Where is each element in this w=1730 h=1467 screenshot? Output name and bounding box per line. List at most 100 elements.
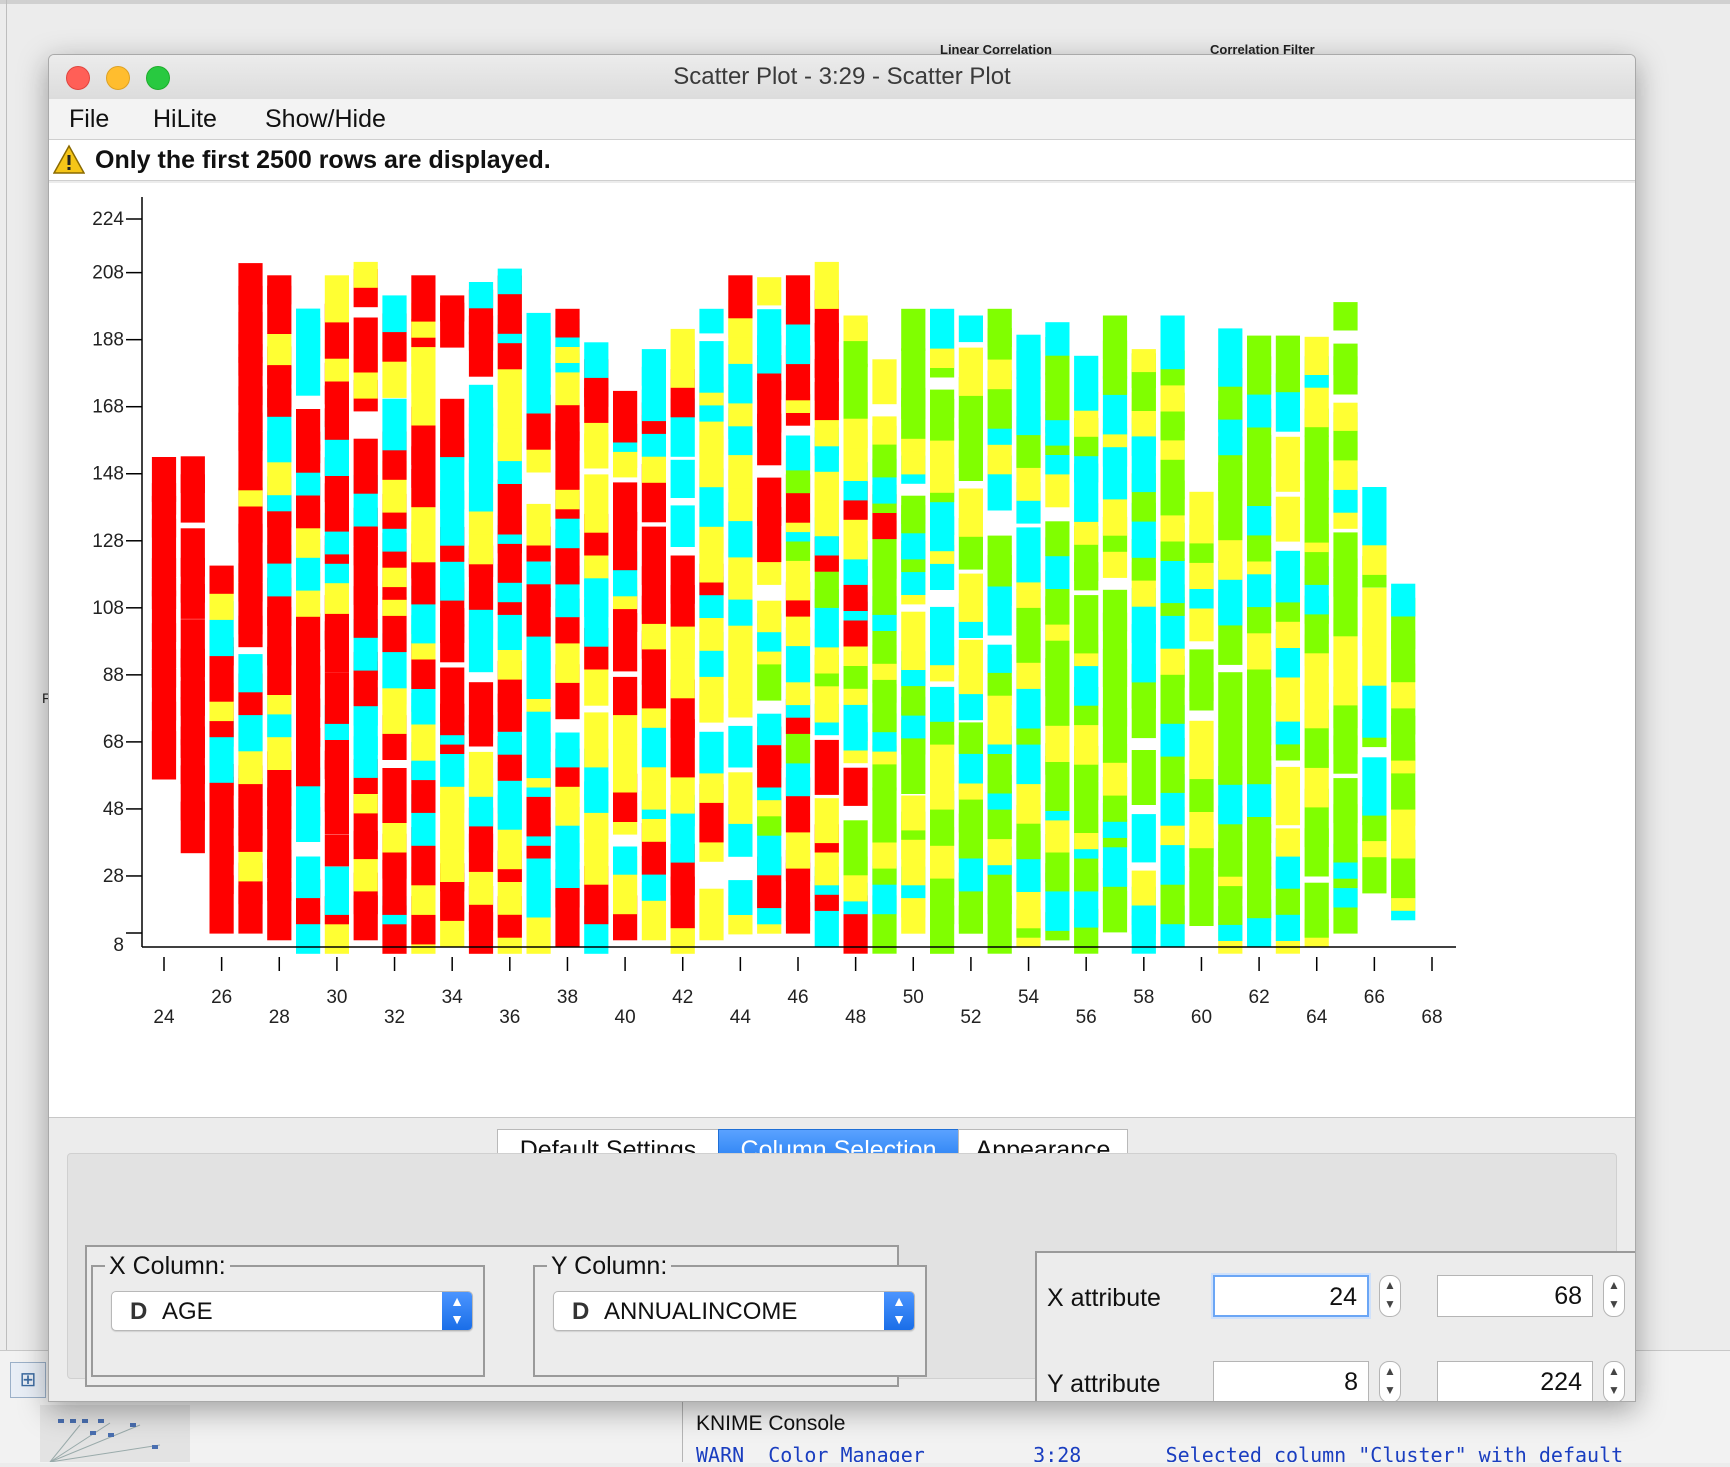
minimize-window-button[interactable] — [106, 66, 130, 90]
data-point[interactable] — [296, 308, 321, 337]
data-point[interactable] — [699, 731, 724, 774]
data-point[interactable] — [901, 495, 926, 524]
data-point[interactable] — [728, 725, 753, 768]
data-point[interactable] — [440, 398, 465, 458]
data-point[interactable] — [1275, 436, 1300, 492]
data-point[interactable] — [1362, 757, 1387, 816]
data-point[interactable] — [1362, 487, 1387, 546]
data-point[interactable] — [1131, 349, 1156, 373]
data-point[interactable] — [613, 482, 638, 531]
data-point[interactable] — [987, 644, 1012, 673]
data-point[interactable] — [1362, 587, 1387, 647]
menu-hilite[interactable]: HiLite — [153, 105, 217, 133]
data-point[interactable] — [324, 834, 349, 867]
data-point[interactable] — [1333, 302, 1358, 331]
y-max-input[interactable]: 224 — [1437, 1361, 1593, 1401]
data-point[interactable] — [1304, 882, 1329, 938]
data-point[interactable] — [497, 479, 522, 535]
data-point[interactable] — [872, 359, 897, 405]
data-point[interactable] — [440, 667, 465, 723]
data-point[interactable] — [296, 409, 321, 451]
data-point[interactable] — [151, 457, 177, 502]
data-point[interactable] — [382, 398, 407, 451]
data-point[interactable] — [555, 732, 580, 768]
data-point[interactable] — [353, 261, 378, 288]
data-point[interactable] — [728, 450, 753, 489]
data-point[interactable] — [584, 342, 609, 378]
outline-view-icon[interactable]: ⊞ — [10, 1362, 46, 1398]
data-point[interactable] — [958, 573, 983, 622]
data-point[interactable] — [468, 384, 494, 427]
data-point[interactable] — [1074, 355, 1099, 411]
data-point[interactable] — [468, 282, 494, 309]
data-point[interactable] — [641, 680, 666, 709]
data-point[interactable] — [1045, 521, 1070, 557]
data-point[interactable] — [901, 795, 926, 831]
data-point[interactable] — [613, 390, 638, 443]
data-point[interactable] — [901, 308, 926, 351]
menu-show-hide[interactable]: Show/Hide — [265, 105, 386, 133]
y-min-input[interactable]: 8 — [1213, 1361, 1369, 1401]
data-point[interactable] — [353, 438, 378, 494]
data-point[interactable] — [728, 275, 753, 319]
data-point[interactable] — [267, 275, 292, 305]
data-point[interactable] — [267, 333, 292, 366]
x-max-input[interactable]: 68 — [1437, 1275, 1593, 1317]
data-point[interactable] — [843, 820, 868, 876]
data-point[interactable] — [728, 880, 753, 915]
data-point[interactable] — [324, 866, 349, 915]
data-point[interactable] — [1102, 315, 1128, 360]
data-point[interactable] — [526, 312, 551, 355]
data-point[interactable] — [785, 435, 811, 471]
data-point[interactable] — [497, 611, 522, 650]
data-point[interactable] — [872, 416, 897, 445]
data-point[interactable] — [757, 477, 782, 526]
data-point[interactable] — [180, 456, 205, 493]
data-point[interactable] — [296, 856, 321, 899]
data-point[interactable] — [901, 348, 926, 407]
data-point[interactable] — [526, 503, 551, 546]
data-point[interactable] — [1362, 682, 1387, 738]
data-point[interactable] — [238, 654, 263, 693]
maximize-window-button[interactable] — [146, 66, 170, 90]
data-point[interactable] — [1016, 527, 1041, 583]
data-point[interactable] — [1016, 376, 1041, 436]
data-point[interactable] — [930, 308, 955, 349]
data-point[interactable] — [1304, 497, 1329, 543]
data-point[interactable] — [785, 275, 811, 325]
data-point[interactable] — [411, 275, 436, 322]
data-point[interactable] — [1045, 322, 1070, 356]
data-point[interactable] — [670, 505, 695, 547]
data-point[interactable] — [670, 555, 695, 604]
data-point[interactable] — [1218, 726, 1243, 785]
data-point[interactable] — [1333, 778, 1358, 823]
data-point[interactable] — [296, 613, 321, 652]
data-point[interactable] — [1275, 550, 1300, 603]
data-point[interactable] — [699, 308, 724, 334]
x-min-stepper[interactable]: ▲ ▼ — [1379, 1275, 1401, 1317]
data-point[interactable] — [468, 751, 494, 797]
data-point[interactable] — [872, 787, 897, 843]
data-point[interactable] — [440, 295, 465, 322]
data-point[interactable] — [1074, 595, 1099, 654]
data-point[interactable] — [757, 277, 782, 306]
data-point[interactable] — [209, 565, 234, 594]
data-point[interactable] — [987, 308, 1012, 347]
data-points[interactable] — [151, 261, 1416, 954]
data-point[interactable] — [1131, 814, 1156, 863]
data-point[interactable] — [1189, 491, 1214, 544]
data-point[interactable] — [324, 672, 349, 724]
data-point[interactable] — [324, 275, 349, 323]
menu-file[interactable]: File — [69, 105, 110, 133]
data-point[interactable] — [382, 768, 407, 823]
y-max-stepper[interactable]: ▲ ▼ — [1603, 1361, 1625, 1401]
data-point[interactable] — [468, 682, 494, 734]
data-point[interactable] — [497, 268, 522, 295]
y-min-stepper[interactable]: ▲ ▼ — [1379, 1361, 1401, 1401]
data-point[interactable] — [1391, 583, 1416, 617]
title-bar[interactable]: Scatter Plot - 3:29 - Scatter Plot — [49, 55, 1635, 100]
data-point[interactable] — [901, 611, 926, 670]
data-point[interactable] — [1275, 766, 1300, 826]
data-point[interactable] — [958, 639, 983, 668]
data-point[interactable] — [1102, 589, 1128, 632]
